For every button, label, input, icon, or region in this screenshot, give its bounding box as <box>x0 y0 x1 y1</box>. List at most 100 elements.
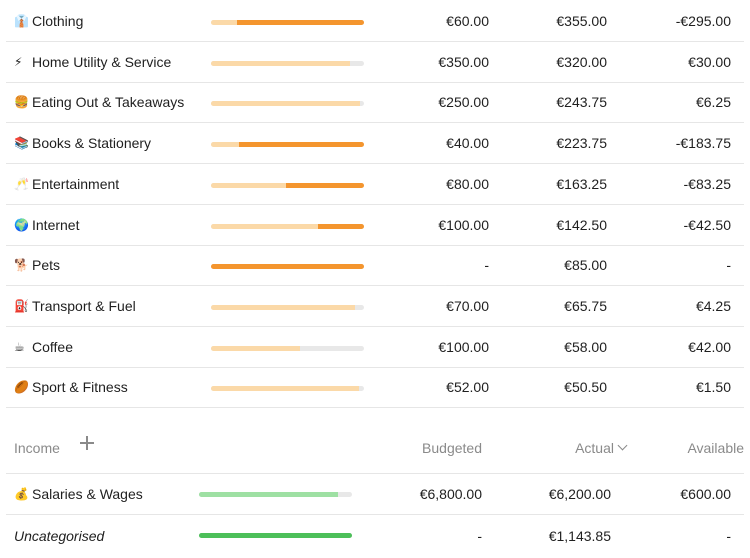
budget-progress-bar <box>211 386 364 392</box>
actual-amount: €50.50 <box>564 379 607 396</box>
category-name: 💰 Salaries & Wages <box>14 474 143 514</box>
progress-spent <box>211 182 286 188</box>
category-name: 📚 Books & Stationery <box>14 123 151 163</box>
budget-progress-bar <box>211 101 364 107</box>
actual-amount: €65.75 <box>564 297 607 314</box>
chevron-down-icon <box>617 440 628 450</box>
budgeted-amount[interactable]: €6,800.00 <box>419 486 482 502</box>
category-emoji-icon: 📚 <box>14 136 29 151</box>
expense-row[interactable]: 🏉 Sport & Fitness €52.00 €50.50 €1.50 <box>6 367 744 409</box>
budget-progress-bar <box>211 20 364 25</box>
budget-progress-bar <box>211 345 364 351</box>
category-emoji-icon: 👔 <box>14 14 29 28</box>
category-name: 🐕 Pets <box>14 245 60 285</box>
budget-progress-bar <box>211 304 364 310</box>
progress-received <box>199 492 339 497</box>
category-emoji-icon: 🥂 <box>14 176 29 191</box>
expense-row[interactable]: ☕ Coffee €100.00 €58.00 €42.00 <box>6 327 744 368</box>
actual-amount: €142.50 <box>556 216 607 233</box>
category-label: Entertainment <box>32 175 120 192</box>
progress-overspent <box>318 223 364 229</box>
available-amount: €30.00 <box>688 53 731 70</box>
available-amount: -€83.25 <box>683 175 731 192</box>
budgeted-amount[interactable]: €70.00 <box>446 297 489 314</box>
progress-received <box>199 533 352 538</box>
expense-row[interactable]: 🌍 Internet €100.00 €142.50 -€42.50 <box>6 205 744 246</box>
category-label: Eating Out & Takeaways <box>32 94 185 111</box>
category-label: Sport & Fitness <box>32 379 128 396</box>
budget-progress-bar <box>211 60 364 66</box>
expense-row[interactable]: 📚 Books & Stationery €40.00 €223.75 -€183.75 <box>6 123 744 165</box>
category-label: Internet <box>32 216 80 233</box>
expense-row[interactable]: 👔 Clothing €60.00 €355.00 -€295.00 <box>6 1 744 42</box>
category-name: ⛽ Transport & Fuel <box>14 286 136 326</box>
available-amount: - <box>726 257 731 274</box>
actual-column-label: Actual <box>575 440 614 456</box>
available-amount: - <box>726 527 731 544</box>
budgeted-amount[interactable]: €40.00 <box>446 135 489 152</box>
category-label: Salaries & Wages <box>32 486 143 502</box>
category-emoji-icon: 🍔 <box>14 95 29 110</box>
income-title: Income <box>14 440 60 456</box>
actual-amount: €163.25 <box>556 175 607 192</box>
progress-spent <box>211 20 237 25</box>
budget-progress-bar <box>211 182 364 188</box>
income-row[interactable]: Uncategorised - €1,143.85 - <box>6 515 744 556</box>
income-progress-bar <box>199 492 352 497</box>
progress-spent <box>211 386 360 392</box>
actual-column-header[interactable]: Actual <box>575 440 628 456</box>
actual-amount: €320.00 <box>556 53 607 70</box>
budgeted-amount[interactable]: - <box>477 527 482 544</box>
category-emoji-icon: 🌍 <box>14 217 29 232</box>
budget-progress-bar <box>211 223 364 229</box>
expense-row[interactable]: ⛽ Transport & Fuel €70.00 €65.75 €4.25 <box>6 286 744 327</box>
available-amount: -€183.75 <box>675 135 731 152</box>
category-label: Books & Stationery <box>32 135 152 152</box>
budgeted-amount[interactable]: €250.00 <box>438 94 489 111</box>
expense-row[interactable]: 🥂 Entertainment €80.00 €163.25 -€83.25 <box>6 164 744 205</box>
expense-row[interactable]: 🐕 Pets - €85.00 - <box>6 245 744 287</box>
progress-spent <box>211 101 361 107</box>
progress-spent <box>211 304 355 310</box>
add-income-category-button[interactable] <box>80 436 94 450</box>
budgeted-amount[interactable]: €60.00 <box>446 13 489 29</box>
budget-progress-bar <box>211 142 364 148</box>
budget-progress-bar <box>211 264 364 270</box>
expense-row[interactable]: 🍔 Eating Out & Takeaways €250.00 €243.75 €6.… <box>6 82 744 124</box>
progress-spent <box>211 142 239 148</box>
category-label: Home Utility & Service <box>32 53 172 70</box>
income-row[interactable]: 💰 Salaries & Wages €6,800.00 €6,200.00 €600.… <box>6 474 744 515</box>
category-label: Transport & Fuel <box>32 297 136 314</box>
actual-amount: €1,143.85 <box>548 527 611 544</box>
budgeted-amount[interactable]: €100.00 <box>438 338 489 355</box>
available-amount: €4.25 <box>695 297 731 314</box>
progress-spent <box>211 223 319 229</box>
budgeted-amount[interactable]: €350.00 <box>438 53 489 70</box>
available-column-header[interactable]: Available <box>687 440 744 456</box>
available-amount: -€295.00 <box>675 13 731 29</box>
actual-amount: €85.00 <box>564 257 607 274</box>
category-label: Uncategorised <box>14 527 105 544</box>
budgeted-amount[interactable]: €52.00 <box>446 379 489 396</box>
progress-overspent <box>238 142 364 148</box>
income-progress-bar <box>199 533 352 538</box>
expense-row[interactable]: ⚡ Home Utility & Service €350.00 €320.00 €30… <box>6 42 744 83</box>
category-emoji-icon: 🏉 <box>14 380 29 395</box>
budgeted-amount[interactable]: €100.00 <box>438 216 489 233</box>
category-name: ☕ Coffee <box>14 327 73 367</box>
category-label: Clothing <box>32 13 84 29</box>
available-amount: -€42.50 <box>683 216 731 233</box>
category-name: 🍔 Eating Out & Takeaways <box>14 82 184 122</box>
category-label: Pets <box>32 257 61 274</box>
category-name: 🏉 Sport & Fitness <box>14 367 128 407</box>
actual-amount: €6,200.00 <box>548 486 611 502</box>
category-name: Uncategorised <box>14 515 104 556</box>
progress-spent <box>211 60 351 66</box>
budgeted-column-header[interactable]: Budgeted <box>422 440 482 456</box>
actual-amount: €58.00 <box>564 338 607 355</box>
available-amount: €1.50 <box>695 379 731 396</box>
budgeted-amount[interactable]: - <box>484 257 489 274</box>
budgeted-amount[interactable]: €80.00 <box>446 175 489 192</box>
actual-amount: €355.00 <box>556 13 607 29</box>
progress-overspent <box>211 264 364 270</box>
